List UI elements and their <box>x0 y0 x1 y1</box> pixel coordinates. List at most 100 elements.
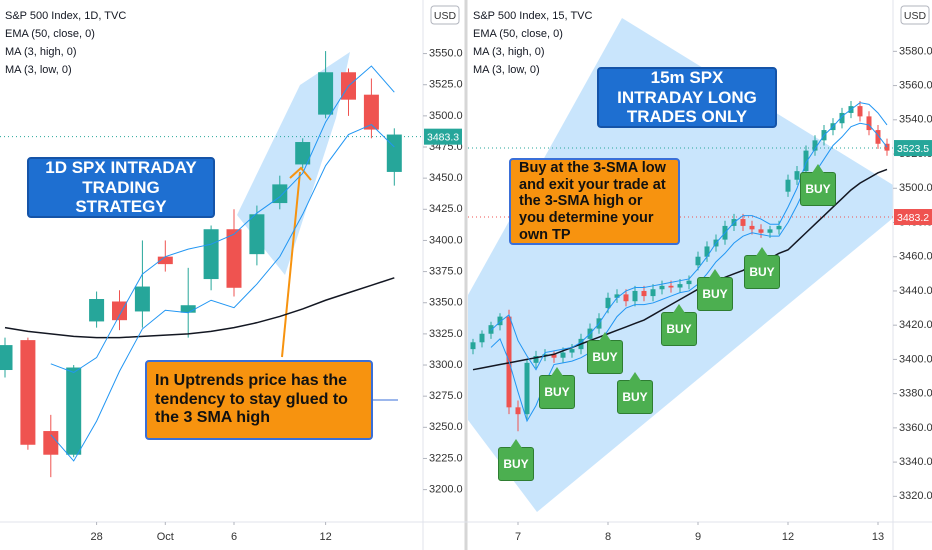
x-tick-label: 8 <box>605 531 611 543</box>
candle-body <box>749 225 755 230</box>
candle-body <box>157 256 173 265</box>
candle-body <box>272 184 288 204</box>
y-tick-label: 3500.0 <box>429 110 463 122</box>
candle-body <box>875 130 881 144</box>
x-tick-label: 13 <box>872 531 884 543</box>
y-tick-label: 3325.0 <box>429 328 463 340</box>
y-tick-label: 3200.0 <box>429 484 463 496</box>
annotation: Buy at the 3-SMA low and exit your trade… <box>509 158 680 245</box>
legend-entry: MA (3, high, 0) <box>5 46 77 58</box>
y-tick-label: 3360.0 <box>899 422 932 434</box>
candle-body <box>0 345 13 371</box>
candle-body <box>203 229 219 280</box>
candle-body <box>857 106 863 117</box>
price-tag-label: 3483.2 <box>897 212 929 224</box>
candle-body <box>249 214 265 255</box>
y-tick-label: 3540.0 <box>899 114 932 126</box>
y-tick-label: 3460.0 <box>899 251 932 263</box>
price-tag <box>424 128 462 145</box>
x-tick-label: 12 <box>782 531 794 543</box>
y-tick-label: 3380.0 <box>899 388 932 400</box>
candle-body <box>363 94 379 130</box>
y-tick-label: 3560.0 <box>899 79 932 91</box>
candle-body <box>470 342 476 350</box>
candle-body <box>686 280 692 285</box>
indicator-line <box>490 102 888 371</box>
indicator-line <box>50 123 395 462</box>
buy-signal: BUY <box>498 439 534 481</box>
candle-body <box>533 355 539 363</box>
candle-body <box>677 284 683 288</box>
x-tick-label: Oct <box>157 531 174 543</box>
annotation: 15m SPX INTRADAY LONG TRADES ONLY <box>597 67 777 128</box>
indicator-line <box>50 65 395 374</box>
y-tick-label: 3275.0 <box>429 390 463 402</box>
candle-body <box>20 340 36 445</box>
candle-body <box>740 219 746 226</box>
price-tag-label: 3483.3 <box>427 131 459 143</box>
candle-body <box>794 171 800 180</box>
candle-body <box>785 179 791 192</box>
candle-body <box>668 285 674 288</box>
y-tick-label: 3425.0 <box>429 203 463 215</box>
candle-body <box>605 297 611 309</box>
candle-body <box>524 362 530 415</box>
y-tick-label: 3500.0 <box>899 182 932 194</box>
candle-body <box>614 294 620 298</box>
price-tag <box>894 140 932 157</box>
candle-body <box>632 290 638 302</box>
candle-body <box>515 407 521 415</box>
candle-body <box>89 298 105 322</box>
x-tick-label: 12 <box>319 531 331 543</box>
candle-body <box>497 316 503 326</box>
arrow <box>281 171 301 358</box>
candle-body <box>758 229 764 233</box>
x-tick-label: 9 <box>695 531 701 543</box>
buy-signal: BUY <box>661 304 697 346</box>
price-tag-label: 3523.5 <box>897 143 929 155</box>
y-tick-label: 3440.0 <box>899 285 932 297</box>
buy-signal: BUY <box>539 367 575 409</box>
annotation: In Uptrends price has the tendency to st… <box>145 360 373 440</box>
candle-body <box>569 349 575 353</box>
chart-title: S&P 500 Index, 1D, TVC <box>5 10 126 22</box>
indicator-line <box>472 168 888 371</box>
candle-body <box>650 289 656 297</box>
candle-body <box>695 256 701 266</box>
y-tick-label: 3525.0 <box>429 79 463 91</box>
candle-body <box>776 225 782 230</box>
buy-signal: BUY <box>744 247 780 289</box>
y-tick-label: 3580.0 <box>899 45 932 57</box>
candle-body <box>488 325 494 334</box>
legend-entry: MA (3, high, 0) <box>473 46 545 58</box>
annotation: 1D SPX INTRADAY TRADING STRATEGY <box>27 157 215 218</box>
x-tick-label: 28 <box>90 531 102 543</box>
buy-signal: BUY <box>697 269 733 311</box>
candle-body <box>839 112 845 124</box>
candle-body <box>226 229 242 288</box>
currency: USD <box>434 10 457 22</box>
y-tick-label: 3420.0 <box>899 319 932 331</box>
x-tick-label: 7 <box>515 531 521 543</box>
candle-body <box>704 246 710 257</box>
legend-entry: MA (3, low, 0) <box>5 64 72 76</box>
y-tick-label: 3400.0 <box>429 234 463 246</box>
candle-body <box>66 367 82 455</box>
currency-box <box>430 5 460 25</box>
candle-body <box>43 431 59 455</box>
candle-body <box>560 352 566 358</box>
buy-signal: BUY <box>800 164 836 206</box>
legend-entry: EMA (50, close, 0) <box>5 28 95 40</box>
candle-body <box>623 294 629 302</box>
currency: USD <box>904 10 927 22</box>
candle-body <box>134 286 150 312</box>
candle-body <box>112 301 127 321</box>
y-tick-label: 3250.0 <box>429 421 463 433</box>
price-tag <box>894 209 932 226</box>
y-tick-label: 3340.0 <box>899 456 932 468</box>
candle-body <box>180 305 196 313</box>
candle-body <box>866 116 872 131</box>
y-tick-label: 3300.0 <box>429 359 463 371</box>
